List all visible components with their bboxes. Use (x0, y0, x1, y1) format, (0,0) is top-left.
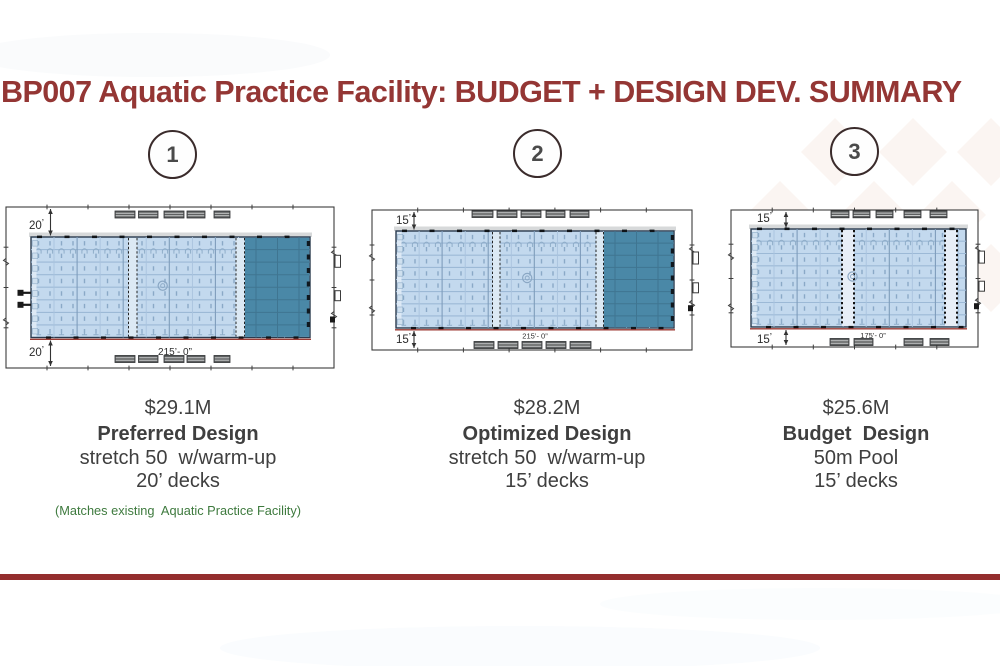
svg-text:15’: 15’ (757, 332, 772, 346)
svg-text:215’- 0”: 215’- 0” (522, 332, 548, 341)
svg-text:15’: 15’ (396, 332, 411, 346)
svg-text:15’: 15’ (757, 211, 772, 225)
svg-text:215’- 0”: 215’- 0” (158, 347, 192, 358)
svg-text:20’: 20’ (29, 345, 44, 359)
svg-text:175’- 0”: 175’- 0” (860, 331, 886, 340)
svg-text:15’: 15’ (396, 213, 411, 227)
svg-text:20’: 20’ (29, 218, 44, 232)
